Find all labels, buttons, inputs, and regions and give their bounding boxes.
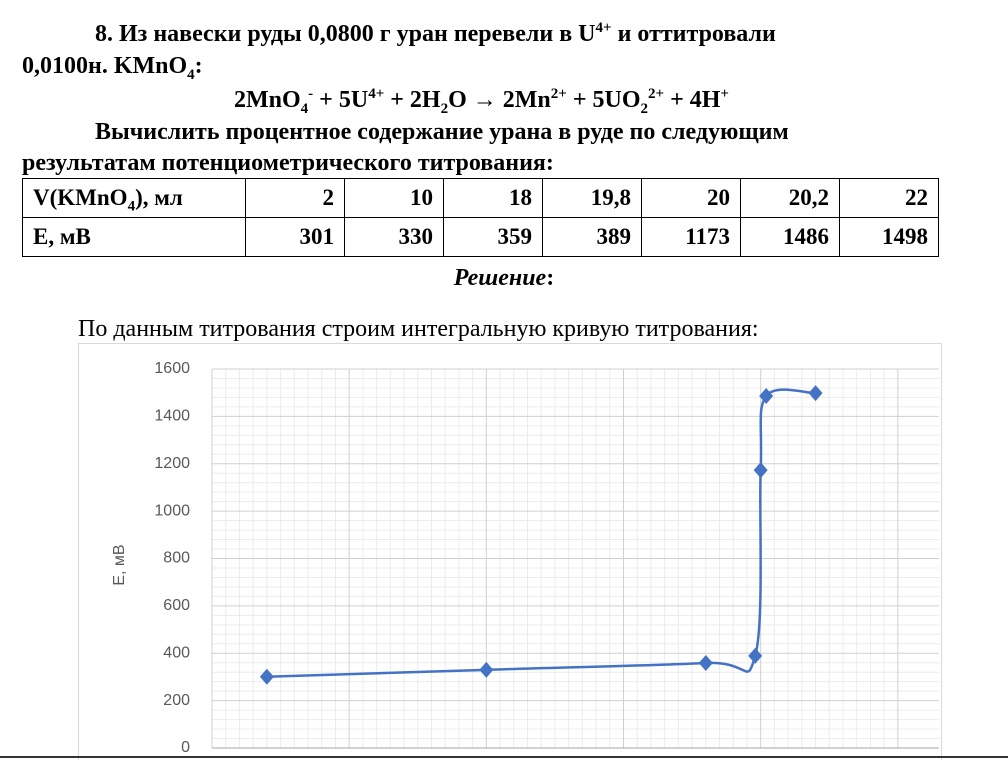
cell: 389 [542, 217, 642, 257]
row-label: V(KMnO4), мл [22, 178, 246, 218]
text: O → 2Mn [448, 87, 551, 113]
y-tick-label: 400 [163, 644, 190, 661]
text: и оттитровали [611, 21, 776, 47]
text: 0,0100н. KMnO [22, 53, 188, 79]
cell: 10 [344, 178, 444, 218]
y-tick-label: 1400 [154, 408, 190, 425]
data-line [266, 388, 816, 678]
text: 8. Из навески руды 0,0800 г уран перевел… [95, 21, 596, 47]
subscript: 4 [127, 198, 136, 215]
superscript: 2+ [550, 86, 567, 102]
data-point [808, 385, 823, 402]
solution-heading: Решение: [0, 264, 1008, 292]
data-point [753, 462, 768, 479]
cell: 20 [641, 178, 741, 218]
data-point [748, 647, 763, 664]
superscript: 4+ [595, 20, 612, 36]
y-axis-label: E, мВ [111, 544, 128, 585]
cell: 301 [245, 217, 345, 257]
text: 2MnO [234, 87, 301, 113]
table-row: E, мВ 301 330 359 389 1173 1486 1498 [22, 217, 939, 257]
row-label: E, мВ [22, 217, 246, 257]
text: E, мВ [33, 224, 91, 249]
cell: 330 [344, 217, 444, 257]
problem-line: 8. Из навески руды 0,0800 г уран перевел… [95, 20, 776, 48]
y-tick-label: 0 [181, 739, 190, 756]
y-tick-label: 800 [163, 550, 190, 567]
text: + 2H [384, 87, 441, 113]
data-point [698, 654, 713, 671]
solution-text: По данным титрования строим интегральную… [78, 316, 759, 342]
data-point [259, 668, 274, 685]
text: + 5UO [566, 87, 641, 113]
superscript: 4+ [368, 86, 385, 102]
problem-line: Вычислить процентное содержание урана в … [95, 119, 789, 145]
grid [211, 368, 939, 749]
problem-line: 0,0100н. KMnO4: [22, 52, 203, 83]
text: : [194, 53, 203, 79]
text: : [546, 265, 555, 291]
y-tick-label: 200 [163, 692, 190, 709]
chart-frame [78, 343, 942, 760]
data-table: V(KMnO4), мл 2 10 18 19,8 20 20,2 22 E, мВ 301 33… [22, 178, 939, 257]
subscript: 2 [440, 100, 449, 117]
data-point [479, 661, 494, 678]
problem-line: результатам потенциометрического титрова… [22, 150, 554, 176]
data-point [759, 388, 774, 405]
text: ), мл [135, 185, 183, 210]
y-tick-label: 1600 [154, 360, 190, 377]
text: V(KMnO [33, 185, 128, 210]
equation: 2MnO4- + 5U4+ + 2H2O → 2Mn2+ + 5UO22+ + … [234, 86, 729, 117]
superscript: + [720, 86, 729, 102]
cell: 1486 [740, 217, 840, 257]
subscript: 4 [187, 66, 195, 83]
y-tick-label: 600 [163, 597, 190, 614]
cell: 1173 [641, 217, 741, 257]
text: + 4H [664, 87, 721, 113]
cell: 359 [443, 217, 543, 257]
text: Решение [453, 265, 547, 291]
superscript: 2+ [648, 86, 665, 102]
cell: 22 [839, 178, 939, 218]
text: + 5U [313, 87, 369, 113]
y-tick-label: 1200 [154, 455, 190, 472]
y-tick-label: 1000 [154, 502, 190, 519]
subscript: 2 [640, 100, 649, 117]
subscript: 4 [300, 100, 309, 117]
cell: 1498 [839, 217, 939, 257]
superscript: - [308, 86, 314, 102]
